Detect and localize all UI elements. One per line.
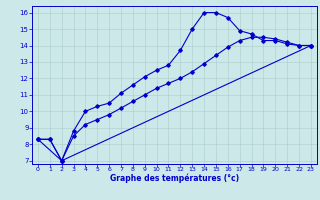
X-axis label: Graphe des températures (°c): Graphe des températures (°c): [110, 174, 239, 183]
